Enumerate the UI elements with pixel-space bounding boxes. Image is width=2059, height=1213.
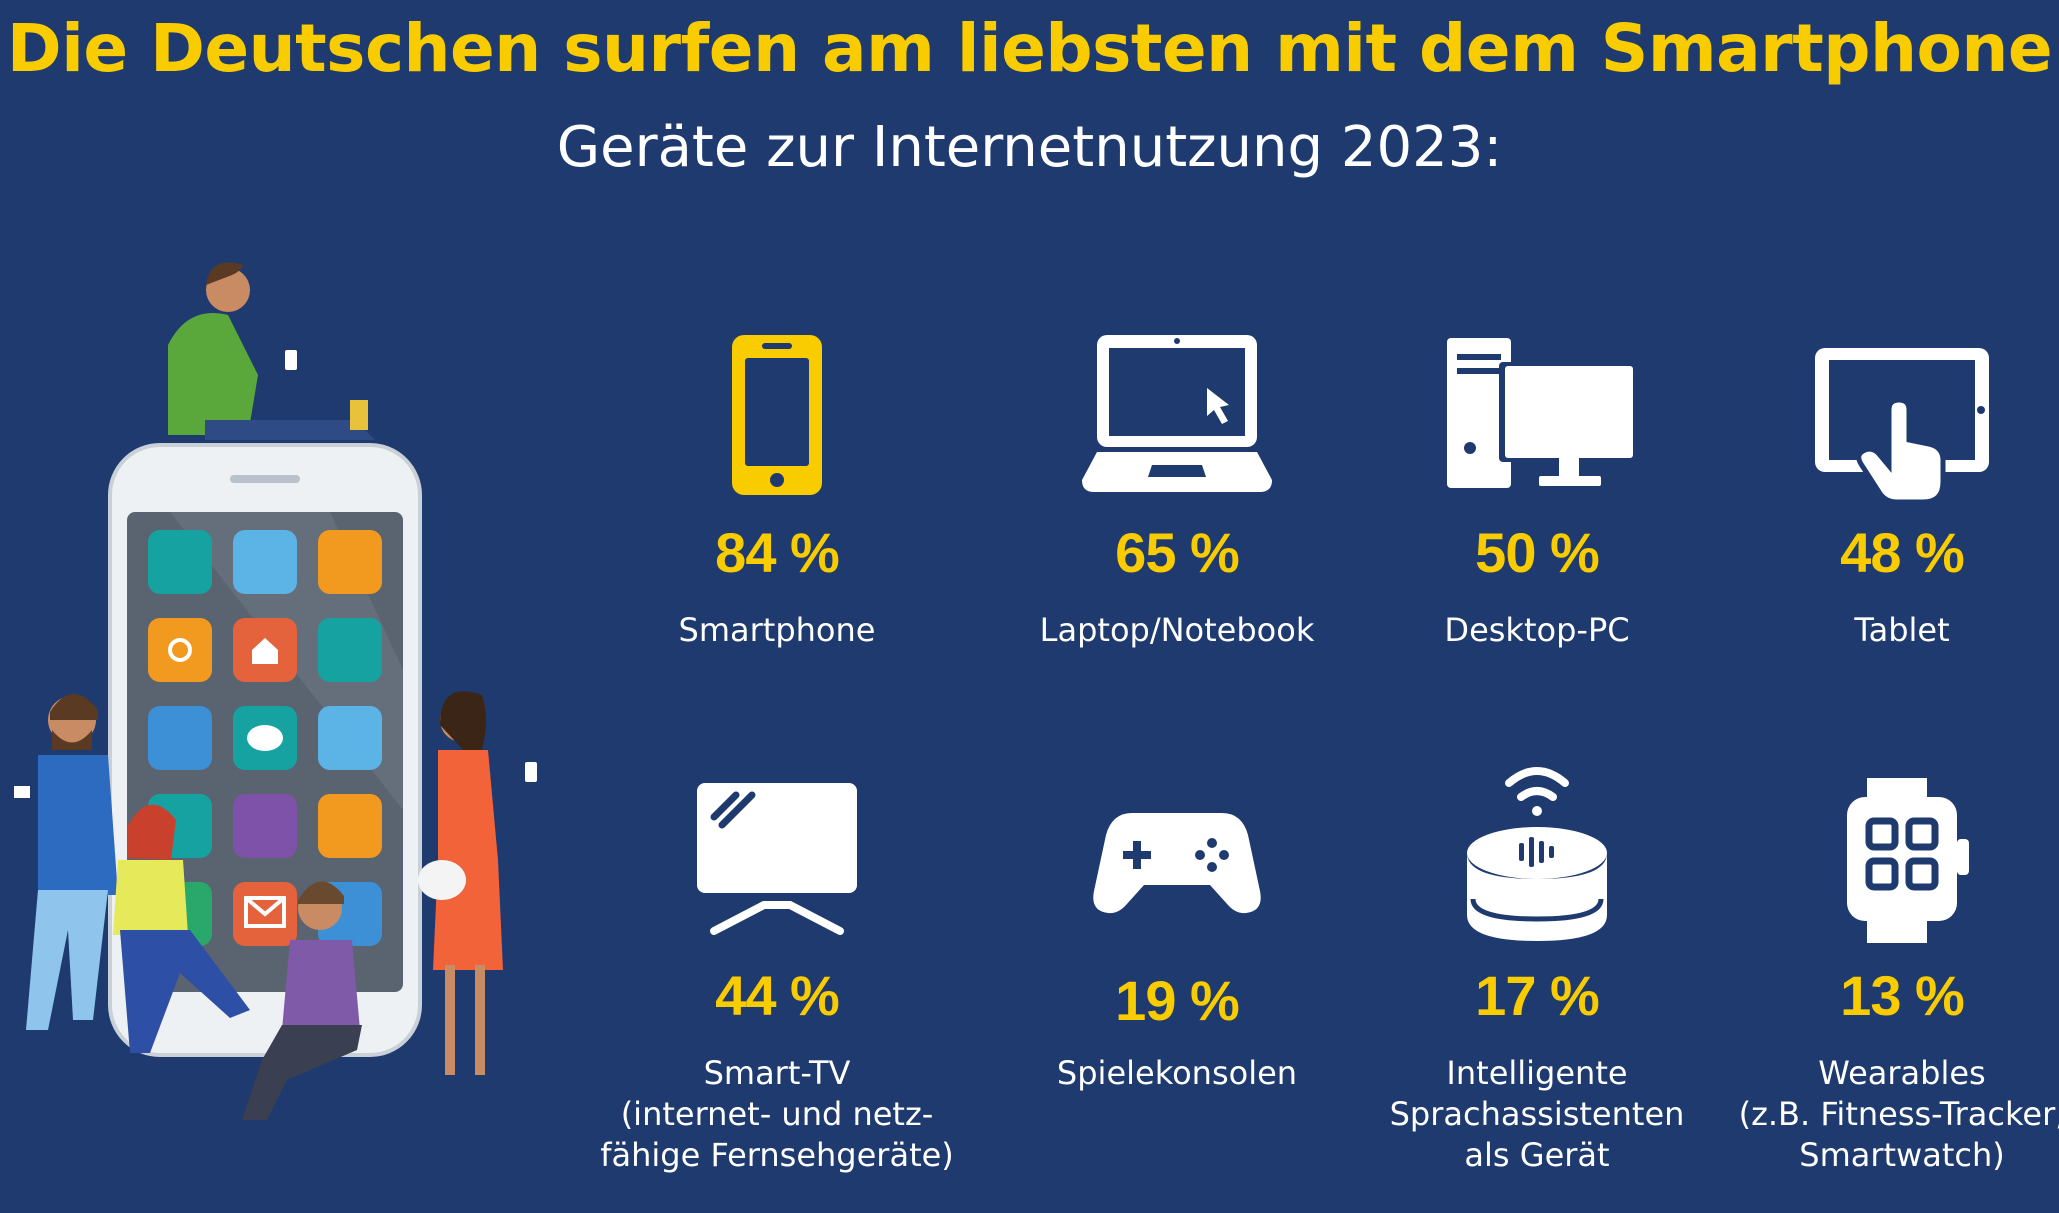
desktop-pc-icon: [1447, 338, 1635, 488]
device-card-smart-speaker: 17 % Intelligente Sprachassistenten als …: [1347, 757, 1727, 1197]
device-card-desktop-pc: 50 % Desktop-PC: [1347, 330, 1727, 770]
device-card-game-console: 19 % Spielekonsolen: [987, 773, 1367, 1213]
device-label: Wearables (z.B. Fitness-Tracker, Smartwa…: [1738, 1054, 2059, 1174]
percent-value: 13 %: [1840, 964, 1965, 1027]
percent-value: 48 %: [1840, 521, 1965, 584]
smart-tv-icon: [697, 783, 857, 935]
device-label: Tablet: [1854, 611, 1950, 649]
percent-value: 19 %: [1115, 969, 1240, 1032]
device-card-laptop: 65 % Laptop/Notebook: [987, 330, 1367, 770]
device-label: Spielekonsolen: [1056, 1054, 1298, 1092]
device-label: Laptop/Notebook: [1039, 611, 1315, 649]
device-card-smart-tv: 44 % Smart-TV (internet- und netz- fähig…: [587, 773, 967, 1213]
percent-value: 44 %: [715, 964, 840, 1027]
device-label: Intelligente Sprachassistenten als Gerät: [1389, 1054, 1685, 1174]
game-controller-icon: [1093, 813, 1261, 914]
percent-value: 17 %: [1475, 964, 1600, 1027]
page-title: Die Deutschen surfen am liebsten mit dem…: [6, 10, 2053, 87]
device-card-wearables: 13 % Wearables (z.B. Fitness-Tracker, Sm…: [1712, 773, 2059, 1213]
smartwatch-icon: [1847, 778, 1969, 943]
percent-value: 50 %: [1475, 521, 1600, 584]
page-subtitle: Geräte zur Internetnutzung 2023:: [556, 115, 1503, 180]
device-label: Desktop-PC: [1444, 611, 1630, 649]
device-label: Smart-TV (internet- und netz- fähige Fer…: [600, 1054, 954, 1174]
device-card-smartphone: 84 % Smartphone: [587, 330, 967, 770]
smartphone-icon: [732, 335, 822, 495]
percent-value: 65 %: [1115, 521, 1240, 584]
tablet-icon: [1815, 348, 1989, 505]
percent-value: 84 %: [715, 521, 840, 584]
device-card-tablet: 48 % Tablet: [1712, 330, 2059, 770]
smart-speaker-icon: [1467, 767, 1607, 941]
people-with-smartphones-illustration: [14, 262, 537, 1120]
device-label: Smartphone: [678, 611, 876, 649]
laptop-icon: [1082, 335, 1272, 492]
